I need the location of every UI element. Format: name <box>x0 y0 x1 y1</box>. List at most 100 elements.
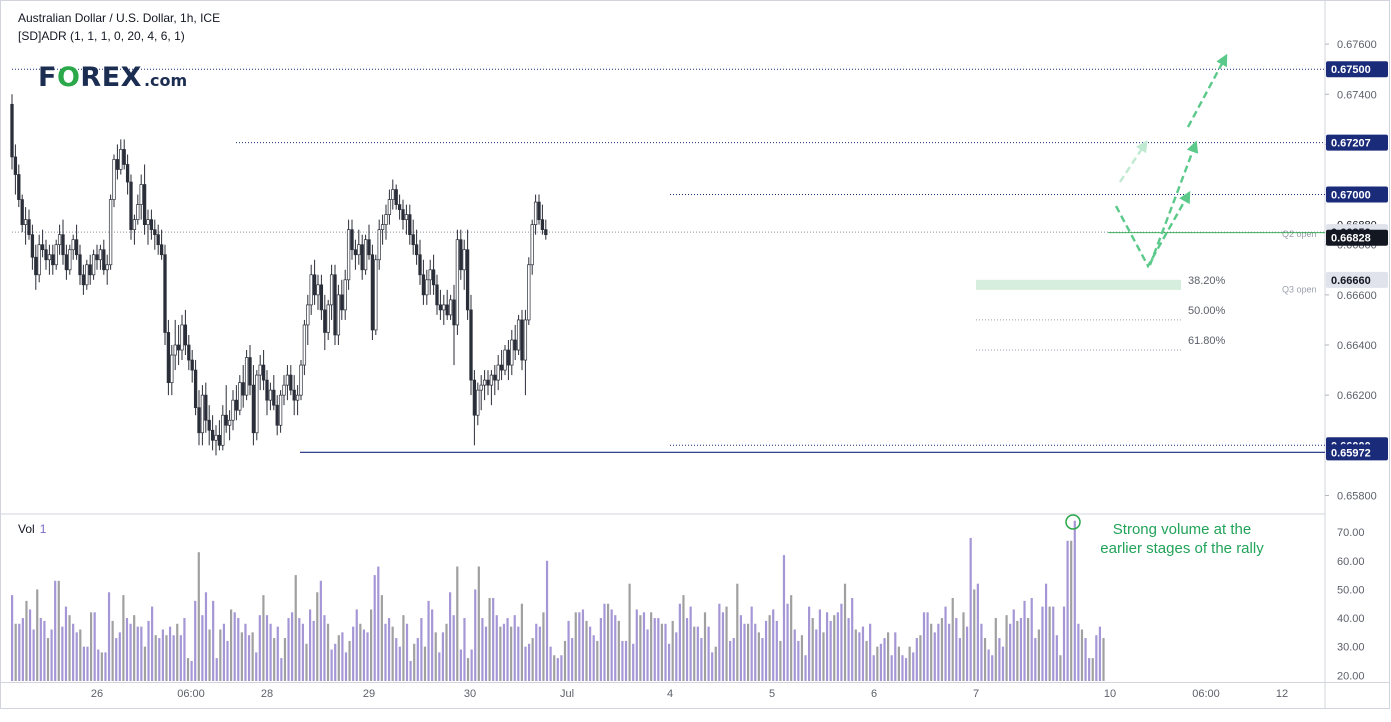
candle-body <box>255 374 259 434</box>
candle-body <box>159 244 164 256</box>
volume-bar <box>714 646 717 681</box>
volume-bar <box>538 626 541 681</box>
volume-bar <box>721 612 725 681</box>
volume-bar <box>1102 638 1105 681</box>
volume-bar <box>269 623 272 681</box>
price-tag <box>1326 444 1388 461</box>
volume-bar <box>499 626 502 681</box>
candle-body <box>78 254 82 276</box>
volume-bar <box>237 618 240 681</box>
volume-bar <box>377 566 380 681</box>
candle-body <box>459 239 463 271</box>
candle-body <box>200 394 205 434</box>
candle-body <box>234 399 239 411</box>
volume-bar <box>420 618 423 681</box>
volume-bar <box>391 626 394 681</box>
candle-body <box>17 174 21 200</box>
session-open-label: Q3 open <box>1282 284 1317 294</box>
candle-body <box>268 389 273 401</box>
candle-body <box>329 274 334 306</box>
volume-bar <box>1048 606 1051 681</box>
volume-bar <box>398 646 401 681</box>
candle-body <box>510 339 514 366</box>
candle-body <box>81 274 86 286</box>
volume-bar <box>517 626 520 681</box>
volume-bar <box>179 635 182 681</box>
projection-path-faded <box>1118 139 1148 183</box>
volume-bar <box>703 612 707 681</box>
candle-body <box>336 294 341 336</box>
volume-bar <box>176 623 179 681</box>
candle-body <box>306 304 310 326</box>
volume-bar <box>488 598 491 681</box>
volume-bar <box>1034 638 1037 681</box>
volume-label[interactable]: Vol 1 <box>18 522 46 536</box>
candle-body <box>108 199 113 266</box>
candle-body <box>74 239 79 256</box>
candle-body <box>221 414 225 446</box>
candle-body <box>149 219 154 231</box>
candle-body <box>346 229 351 281</box>
volume-bar <box>273 638 276 681</box>
volume-bar <box>675 632 678 681</box>
volume-bar <box>301 623 305 681</box>
candle-body <box>248 357 252 386</box>
logo-text-com: .com <box>143 71 188 90</box>
volume-bar <box>334 643 337 681</box>
price-tag-text: 0.65972 <box>1331 447 1371 459</box>
volume-bar <box>983 638 987 681</box>
x-tick-label: 12 <box>1276 688 1288 700</box>
volume-bar <box>305 643 308 681</box>
volume-bar <box>904 658 908 681</box>
candle-body <box>309 274 313 306</box>
volume-bar <box>140 626 143 681</box>
volume-bar <box>901 655 904 681</box>
candle-body <box>411 234 415 246</box>
volume-bar <box>513 615 516 681</box>
candle-body <box>302 324 307 366</box>
candle-body <box>68 249 72 271</box>
volume-bar <box>36 589 39 681</box>
projection-arrows <box>1114 53 1228 269</box>
volume-bar <box>958 638 962 681</box>
volume-bar <box>531 638 534 681</box>
candle-body <box>258 364 262 376</box>
volume-bar <box>962 612 965 681</box>
projection-path-up <box>1148 140 1199 266</box>
volume-bar <box>337 635 340 681</box>
candle-body <box>367 239 371 256</box>
indicator-label[interactable]: [SD]ADR (1, 1, 1, 0, 20, 4, 6, 1) <box>18 29 185 43</box>
symbol-title[interactable]: Australian Dollar / U.S. Dollar, 1h, ICE <box>18 11 221 25</box>
volume-bar <box>779 640 782 681</box>
volume-bar <box>786 603 789 681</box>
volume-bar <box>1023 600 1026 681</box>
candle-body <box>544 229 548 236</box>
volume-bar <box>107 592 111 681</box>
forex-logo: FOREX .com <box>38 62 187 93</box>
volume-bar <box>571 638 574 681</box>
candle-body <box>370 254 375 331</box>
volume-bar <box>291 612 294 681</box>
volume-bar <box>660 623 664 681</box>
candle-body <box>428 269 432 281</box>
volume-bar <box>596 640 599 681</box>
candle-body <box>210 429 215 441</box>
projection-path-down-up <box>1114 190 1191 269</box>
volume-bar <box>18 623 21 681</box>
candle-body <box>435 284 439 306</box>
candle-body <box>224 414 228 426</box>
volume-bar <box>201 615 204 681</box>
volume-bar <box>129 623 132 681</box>
volume-bar <box>578 612 581 681</box>
volume-bar <box>1030 598 1033 681</box>
candle-body <box>142 184 147 226</box>
candle-body <box>340 294 344 311</box>
volume-bar <box>186 658 190 681</box>
volume-bar <box>434 632 437 681</box>
volume-bar <box>86 646 89 681</box>
volume-bar <box>678 603 681 681</box>
y-tick-label: 0.65800 <box>1337 490 1377 502</box>
candle-body <box>105 264 109 271</box>
